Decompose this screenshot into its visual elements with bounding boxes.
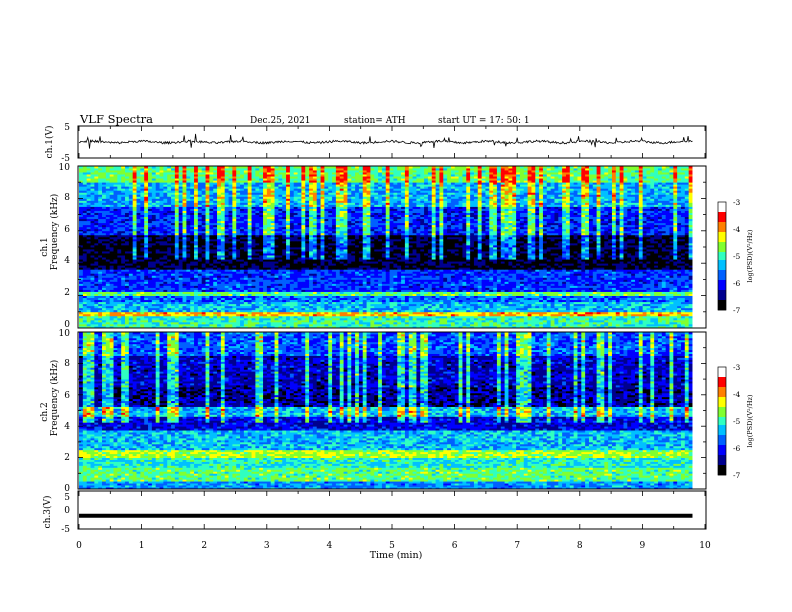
station-label: station= ATH [344,116,406,126]
date-label: Dec.25, 2021 [250,116,311,126]
figure-title: VLF Spectra [79,112,153,126]
start-time-label: start UT = 17: 50: 1 [438,116,530,126]
ch1-waveform-panel: 5 -5 ch.1(V) [44,123,706,164]
ch1-spectrogram-panel: 0 2 4 6 8 10 ch.1 Frequency (kHz) [40,163,706,330]
ch1-ytick-top: 5 [64,123,70,133]
ch1-spectrogram-image [79,166,705,328]
ch1-ylabel: ch.1(V) [44,126,55,159]
